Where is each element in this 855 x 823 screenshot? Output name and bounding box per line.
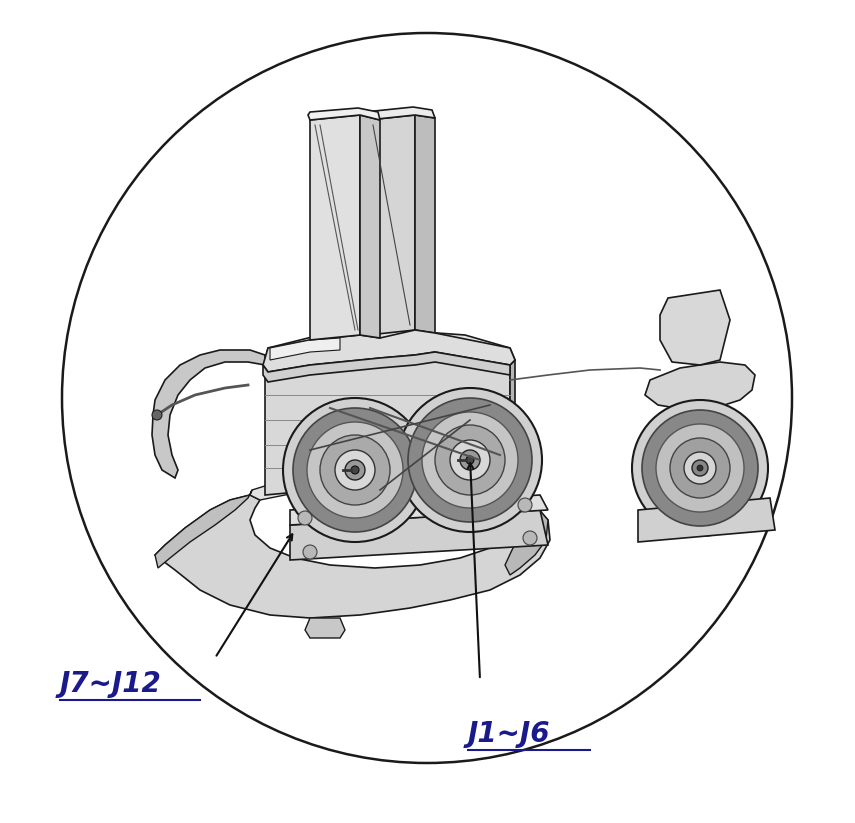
Circle shape bbox=[523, 531, 537, 545]
Circle shape bbox=[293, 408, 417, 532]
Polygon shape bbox=[368, 115, 415, 335]
Polygon shape bbox=[510, 360, 515, 490]
Polygon shape bbox=[263, 330, 515, 372]
Circle shape bbox=[460, 450, 480, 470]
Text: J7~J12: J7~J12 bbox=[60, 670, 162, 698]
Circle shape bbox=[307, 422, 403, 518]
Polygon shape bbox=[505, 498, 548, 575]
Circle shape bbox=[298, 511, 312, 525]
Circle shape bbox=[642, 410, 758, 526]
Polygon shape bbox=[152, 350, 265, 478]
Text: J1~J6: J1~J6 bbox=[468, 720, 551, 748]
Polygon shape bbox=[365, 107, 435, 120]
Circle shape bbox=[320, 435, 390, 505]
Polygon shape bbox=[265, 347, 510, 495]
Circle shape bbox=[518, 498, 532, 512]
Circle shape bbox=[684, 452, 716, 484]
Circle shape bbox=[656, 424, 744, 512]
Circle shape bbox=[670, 438, 730, 498]
Polygon shape bbox=[250, 472, 515, 505]
Circle shape bbox=[303, 545, 317, 559]
Polygon shape bbox=[155, 495, 550, 618]
Polygon shape bbox=[415, 115, 435, 333]
Polygon shape bbox=[265, 330, 515, 365]
Polygon shape bbox=[308, 108, 380, 120]
Circle shape bbox=[450, 440, 490, 480]
Circle shape bbox=[408, 398, 532, 522]
Circle shape bbox=[697, 465, 703, 471]
Circle shape bbox=[435, 425, 505, 495]
Polygon shape bbox=[360, 115, 380, 338]
Circle shape bbox=[422, 412, 518, 508]
Polygon shape bbox=[305, 618, 345, 638]
Circle shape bbox=[351, 466, 359, 474]
Polygon shape bbox=[155, 490, 252, 568]
Circle shape bbox=[283, 398, 427, 542]
Circle shape bbox=[152, 410, 162, 420]
Polygon shape bbox=[263, 352, 510, 382]
Polygon shape bbox=[290, 510, 548, 560]
Circle shape bbox=[398, 388, 542, 532]
Circle shape bbox=[692, 460, 708, 476]
Polygon shape bbox=[645, 362, 755, 410]
Polygon shape bbox=[660, 290, 730, 365]
Polygon shape bbox=[310, 115, 360, 340]
Circle shape bbox=[335, 450, 375, 490]
Polygon shape bbox=[290, 495, 548, 525]
Circle shape bbox=[466, 456, 474, 464]
Polygon shape bbox=[638, 498, 775, 542]
Polygon shape bbox=[270, 338, 340, 360]
Circle shape bbox=[345, 460, 365, 480]
Circle shape bbox=[632, 400, 768, 536]
